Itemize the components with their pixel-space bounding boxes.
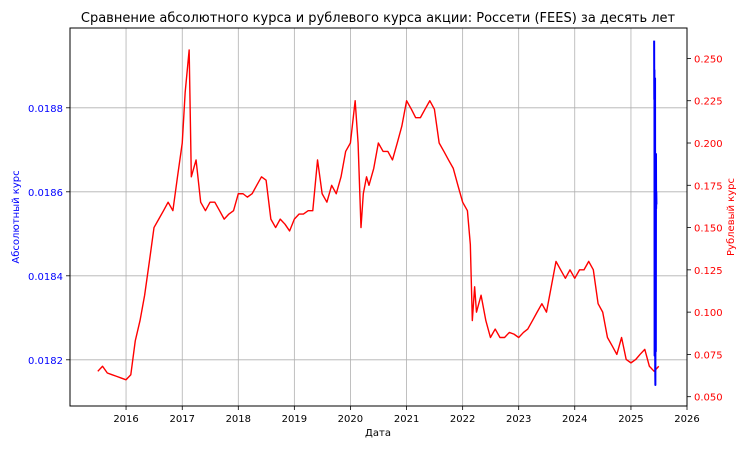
x-tick-label: 2026	[674, 414, 699, 425]
chart-title: Сравнение абсолютного курса и рублевого …	[81, 11, 676, 26]
y-right-tick-label: 0.100	[694, 308, 723, 319]
x-axis: 2016 2017 2018 2019 2020 2021 2022 2023 2024 2025…	[113, 406, 700, 425]
x-axis-label: Дата	[365, 428, 391, 439]
y-left-tick-label: 0.0182	[28, 356, 63, 367]
x-tick-label: 2016	[113, 414, 138, 425]
y-axis-left: 0.0182 0.0184 0.0186 0.0188	[28, 104, 70, 367]
plot-frame	[69, 27, 688, 407]
y-right-tick-label: 0.075	[694, 350, 723, 361]
y-right-tick-label: 0.250	[694, 54, 723, 65]
y-right-tick-label: 0.150	[694, 224, 723, 235]
y-axis-right: 0.050 0.075 0.100 0.125 0.150 0.175 0.200 0.225…	[687, 54, 723, 404]
x-tick-label: 2023	[506, 414, 531, 425]
y-left-tick-label: 0.0188	[28, 104, 63, 115]
x-tick-label: 2022	[450, 414, 475, 425]
y-left-tick-label: 0.0184	[28, 272, 63, 283]
y-right-tick-label: 0.225	[694, 97, 723, 108]
x-tick-label: 2021	[394, 414, 419, 425]
y-axis-right-label: Рублевый курс	[726, 178, 737, 256]
x-tick-label: 2017	[170, 414, 195, 425]
y-right-tick-label: 0.050	[694, 393, 723, 404]
series-line-absolute	[653, 40, 658, 386]
series-layer	[97, 40, 660, 386]
y-right-tick-label: 0.125	[694, 266, 723, 277]
y-left-tick-label: 0.0186	[28, 188, 63, 199]
y-axis-left-label: Абсолютный курс	[11, 170, 22, 263]
x-tick-label: 2020	[338, 414, 363, 425]
x-tick-label: 2019	[282, 414, 307, 425]
x-tick-label: 2024	[562, 414, 587, 425]
series-line-ruble	[97, 49, 660, 381]
x-tick-label: 2025	[618, 414, 643, 425]
y-right-tick-label: 0.175	[694, 181, 723, 192]
y-right-tick-label: 0.200	[694, 139, 723, 150]
x-tick-label: 2018	[226, 414, 251, 425]
